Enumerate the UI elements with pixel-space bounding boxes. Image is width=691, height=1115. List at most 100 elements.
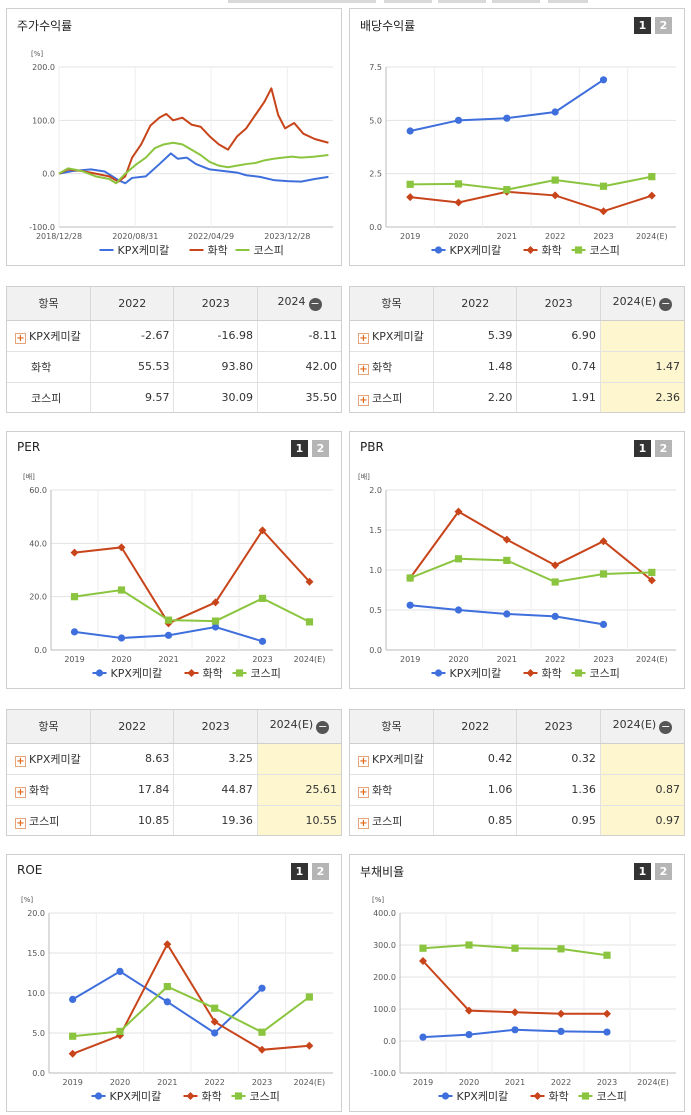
dividend-panel: 배당수익률 1 2 0.0 2.5 5.0 7.5 2019 2020 2021 2022 20…	[349, 8, 685, 266]
column-header-2024: 2024−	[257, 287, 341, 321]
minus-circle-icon[interactable]: −	[308, 297, 322, 312]
data-point	[258, 594, 267, 602]
cell: 17.84	[89, 773, 174, 805]
legend-label: KPX케미칼	[450, 667, 502, 680]
cell: 1.47	[599, 350, 684, 382]
y-tick-label: 200.0	[373, 973, 396, 982]
data-point	[163, 940, 172, 949]
x-tick-label: 2023	[593, 232, 613, 241]
row-label: 화학	[7, 350, 91, 382]
y-tick-label: 0.0	[369, 646, 382, 655]
data-point	[511, 1026, 519, 1034]
y-tick-label: 100.0	[373, 1005, 396, 1014]
row-label: + KPX케미칼	[15, 329, 81, 344]
x-tick-label: 2024(E)	[636, 232, 668, 241]
cell	[256, 743, 341, 774]
chart-mode-1-button[interactable]: 1	[291, 863, 308, 880]
x-tick-label: 2022	[205, 655, 225, 664]
chart-mode-1-button[interactable]: 1	[291, 440, 308, 457]
x-tick-label: 2024(E)	[294, 1078, 326, 1087]
chart-mode-2-button[interactable]: 2	[312, 863, 329, 880]
legend-label: 코스피	[590, 667, 620, 680]
data-point	[211, 1029, 219, 1037]
data-point	[305, 1041, 314, 1050]
data-point	[186, 1092, 195, 1100]
legend-label: 코스피	[254, 244, 284, 257]
data-point	[406, 601, 414, 609]
data-point	[465, 1006, 473, 1015]
y-tick-label: 2.0	[369, 486, 382, 495]
x-tick-label: 2020	[459, 1078, 479, 1087]
plus-box-icon[interactable]: +	[358, 332, 369, 344]
data-point	[503, 114, 511, 122]
plus-box-icon[interactable]: +	[358, 755, 369, 767]
minus-circle-icon[interactable]: −	[659, 297, 673, 312]
data-point	[406, 574, 414, 582]
column-header-estimate: 2024(E) −	[256, 710, 341, 744]
plus-box-icon[interactable]: +	[358, 394, 369, 406]
column-header-estimate: 2024(E) −	[599, 710, 684, 744]
legend-label: 코스피	[251, 667, 281, 680]
x-tick-label: 2020	[111, 655, 131, 664]
data-point	[211, 617, 220, 625]
column-header: 항목	[350, 287, 434, 321]
y-tick-label: 40.0	[29, 539, 47, 548]
chart-mode-1-button[interactable]: 1	[634, 440, 651, 457]
plus-box-icon[interactable]: +	[358, 786, 369, 798]
chart-mode-2-button[interactable]: 2	[655, 440, 672, 457]
legend-label: 화학	[542, 244, 562, 257]
x-tick-label: 2024(E)	[294, 655, 326, 664]
y-tick-label: 1.5	[369, 526, 382, 535]
minus-circle-icon[interactable]: −	[659, 720, 673, 735]
legend-label: 화학	[542, 667, 562, 680]
plus-box-icon[interactable]: +	[358, 817, 369, 829]
minus-circle-icon[interactable]: −	[316, 720, 330, 735]
chart-mode-1-button[interactable]: 1	[634, 17, 651, 34]
series-line	[72, 985, 310, 1038]
data-point	[211, 623, 220, 631]
plus-box-icon[interactable]: +	[358, 363, 369, 375]
pbr-table-panel: 항목 2022 2023 2024(E) − + KPX케미칼 0.42 0.32 …	[349, 709, 685, 836]
x-tick-label: 2023/12/28	[264, 232, 310, 241]
dividend-title: 배당수익률	[360, 19, 416, 33]
cell: 25.61	[256, 773, 341, 805]
data-point	[163, 998, 171, 1006]
cell: 9.57	[89, 381, 174, 412]
data-point	[599, 570, 608, 578]
column-header: 2022	[89, 710, 174, 744]
data-point	[647, 191, 656, 200]
plus-box-icon[interactable]: +	[15, 817, 26, 829]
series-line	[58, 152, 329, 185]
chart-mode-2-button[interactable]: 2	[655, 863, 672, 880]
plus-box-icon[interactable]: +	[15, 332, 26, 344]
data-point	[211, 598, 220, 607]
data-point	[551, 561, 560, 570]
plus-box-icon[interactable]: +	[15, 786, 26, 798]
chart-mode-2-button[interactable]: 2	[655, 17, 672, 34]
x-tick-label: 2021	[158, 655, 178, 664]
table-row: 화학 55.53 93.80 42.00	[7, 350, 341, 382]
column-header: 2022	[432, 287, 517, 321]
column-header: 2023	[173, 710, 258, 744]
data-point	[406, 127, 414, 135]
data-point	[70, 593, 79, 601]
chart-mode-2-button[interactable]: 2	[312, 440, 329, 457]
table-row: 코스피 9.57 30.09 35.50	[7, 381, 341, 412]
data-point	[305, 577, 314, 586]
x-tick-label: 2023	[597, 1078, 617, 1087]
cell: 0.42	[432, 743, 517, 774]
data-point	[599, 182, 608, 190]
data-point	[187, 669, 196, 677]
y-tick-label: 0.0	[369, 223, 382, 232]
pbr-table: 항목 2022 2023 2024(E) − + KPX케미칼 0.42 0.32 …	[350, 710, 684, 835]
row-label: + 코스피	[7, 804, 91, 835]
chart-mode-1-button[interactable]: 1	[634, 863, 651, 880]
cell: 35.50	[257, 381, 341, 412]
plus-box-icon[interactable]: +	[15, 755, 26, 767]
data-point	[603, 951, 611, 959]
cell: 0.74	[516, 350, 601, 382]
data-point	[70, 628, 79, 636]
x-tick-label: 2022	[545, 655, 565, 664]
y-tick-label: 10.0	[27, 989, 45, 998]
data-point	[441, 1092, 450, 1100]
